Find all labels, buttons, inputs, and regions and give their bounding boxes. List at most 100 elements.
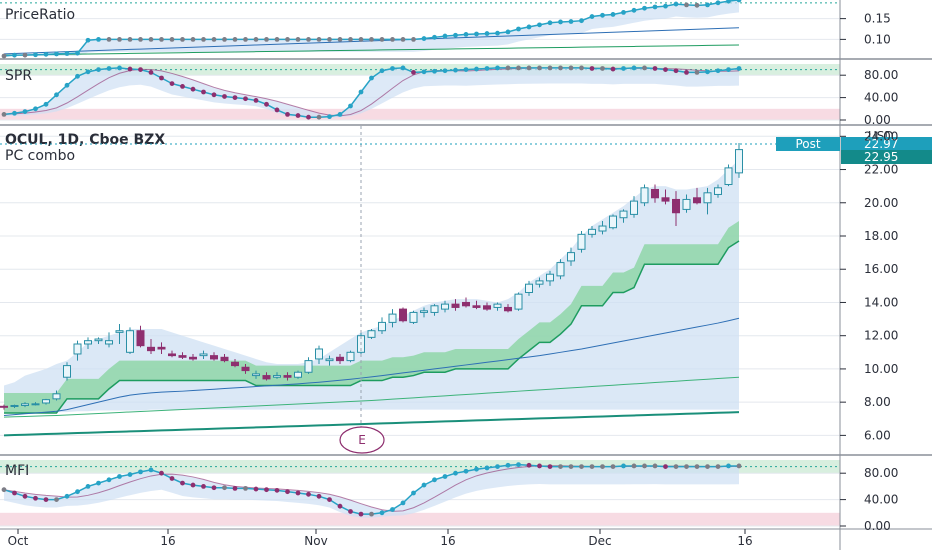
candle[interactable]: [430, 305, 439, 313]
price-ratio-point[interactable]: [715, 0, 721, 6]
candle[interactable]: [189, 356, 197, 360]
price-ratio-point[interactable]: [43, 51, 49, 57]
oscillator-point[interactable]: [516, 65, 521, 71]
candle[interactable]: [157, 346, 166, 350]
price-ratio-point[interactable]: [705, 2, 710, 8]
price-ratio-point[interactable]: [369, 36, 374, 42]
candle[interactable]: [535, 280, 544, 285]
oscillator-point[interactable]: [390, 507, 395, 512]
oscillator-point[interactable]: [22, 493, 28, 499]
oscillator-point[interactable]: [159, 75, 164, 81]
price-ratio-point[interactable]: [589, 14, 595, 19]
oscillator-point[interactable]: [684, 70, 689, 75]
candle[interactable]: [10, 404, 19, 407]
price-ratio-point[interactable]: [274, 36, 280, 42]
price-ratio-point[interactable]: [54, 51, 59, 57]
oscillator-point[interactable]: [379, 68, 385, 74]
oscillator-point[interactable]: [547, 464, 553, 469]
price-ratio-point[interactable]: [222, 36, 227, 42]
oscillator-point[interactable]: [211, 92, 217, 98]
candle[interactable]: [472, 305, 481, 308]
oscillator-point[interactable]: [400, 65, 406, 71]
price-ratio-point[interactable]: [621, 9, 626, 15]
candle[interactable]: [304, 360, 313, 373]
price-ratio-point[interactable]: [96, 36, 101, 42]
price-ratio-point[interactable]: [453, 32, 458, 38]
price-ratio-point[interactable]: [600, 12, 605, 18]
price-ratio-point[interactable]: [736, 0, 742, 3]
oscillator-point[interactable]: [117, 65, 122, 71]
oscillator-point[interactable]: [642, 463, 647, 469]
oscillator-point[interactable]: [190, 86, 196, 92]
oscillator-point[interactable]: [705, 464, 710, 469]
oscillator-point[interactable]: [64, 82, 70, 88]
price-ratio-point[interactable]: [631, 7, 637, 13]
oscillator-point[interactable]: [148, 70, 154, 75]
oscillator-point[interactable]: [54, 92, 59, 98]
candle[interactable]: [735, 149, 743, 174]
price-ratio-point[interactable]: [684, 2, 689, 8]
candle[interactable]: [273, 375, 281, 378]
price-ratio-point[interactable]: [201, 36, 206, 42]
price-ratio-point[interactable]: [495, 30, 500, 36]
price-ratio-point[interactable]: [505, 29, 511, 35]
candle[interactable]: [199, 353, 208, 357]
price-ratio-point[interactable]: [358, 36, 364, 42]
oscillator-point[interactable]: [652, 66, 658, 71]
oscillator-point[interactable]: [190, 482, 196, 488]
price-ratio-point[interactable]: [22, 52, 28, 58]
candle[interactable]: [609, 215, 617, 229]
oscillator-point[interactable]: [411, 70, 416, 75]
oscillator-point[interactable]: [222, 485, 227, 491]
candle[interactable]: [378, 321, 386, 332]
price-ratio-point[interactable]: [117, 36, 122, 42]
oscillator-point[interactable]: [568, 65, 574, 71]
candle[interactable]: [42, 399, 50, 404]
candle[interactable]: [724, 167, 733, 185]
oscillator-point[interactable]: [495, 65, 500, 71]
candle[interactable]: [451, 303, 460, 308]
oscillator-point[interactable]: [537, 65, 542, 71]
oscillator-point[interactable]: [127, 66, 133, 72]
candle[interactable]: [525, 283, 533, 293]
oscillator-point[interactable]: [694, 70, 700, 75]
oscillator-point[interactable]: [12, 110, 17, 116]
oscillator-point[interactable]: [694, 464, 700, 469]
oscillator-point[interactable]: [180, 480, 185, 486]
oscillator-point[interactable]: [411, 490, 416, 496]
price-ratio-point[interactable]: [694, 2, 700, 8]
oscillator-point[interactable]: [673, 68, 679, 74]
oscillator-point[interactable]: [495, 464, 500, 469]
candle[interactable]: [504, 306, 512, 312]
oscillator-point[interactable]: [274, 487, 280, 493]
oscillator-point[interactable]: [369, 511, 374, 517]
oscillator-point[interactable]: [264, 487, 269, 493]
oscillator-point[interactable]: [348, 509, 353, 514]
oscillator-point[interactable]: [715, 464, 721, 469]
price-ratio-point[interactable]: [148, 36, 154, 42]
price-ratio-point[interactable]: [484, 31, 490, 36]
oscillator-point[interactable]: [232, 485, 238, 491]
price-ratio-point[interactable]: [411, 36, 416, 42]
oscillator-point[interactable]: [474, 66, 479, 72]
oscillator-point[interactable]: [610, 464, 616, 469]
price-ratio-point[interactable]: [610, 12, 616, 17]
oscillator-point[interactable]: [12, 490, 17, 496]
oscillator-point[interactable]: [610, 66, 616, 72]
candle[interactable]: [546, 273, 554, 282]
oscillator-point[interactable]: [264, 101, 269, 107]
oscillator-point[interactable]: [1, 487, 7, 493]
candle[interactable]: [640, 187, 649, 204]
oscillator-point[interactable]: [442, 68, 448, 74]
oscillator-point[interactable]: [642, 65, 647, 71]
oscillator-point[interactable]: [526, 462, 532, 468]
oscillator-point[interactable]: [85, 484, 91, 489]
price-ratio-point[interactable]: [285, 36, 290, 42]
oscillator-point[interactable]: [243, 485, 248, 491]
oscillator-point[interactable]: [516, 462, 521, 468]
oscillator-point[interactable]: [484, 66, 490, 71]
price-ratio-point[interactable]: [673, 1, 679, 7]
oscillator-point[interactable]: [148, 467, 154, 473]
oscillator-point[interactable]: [22, 109, 28, 114]
